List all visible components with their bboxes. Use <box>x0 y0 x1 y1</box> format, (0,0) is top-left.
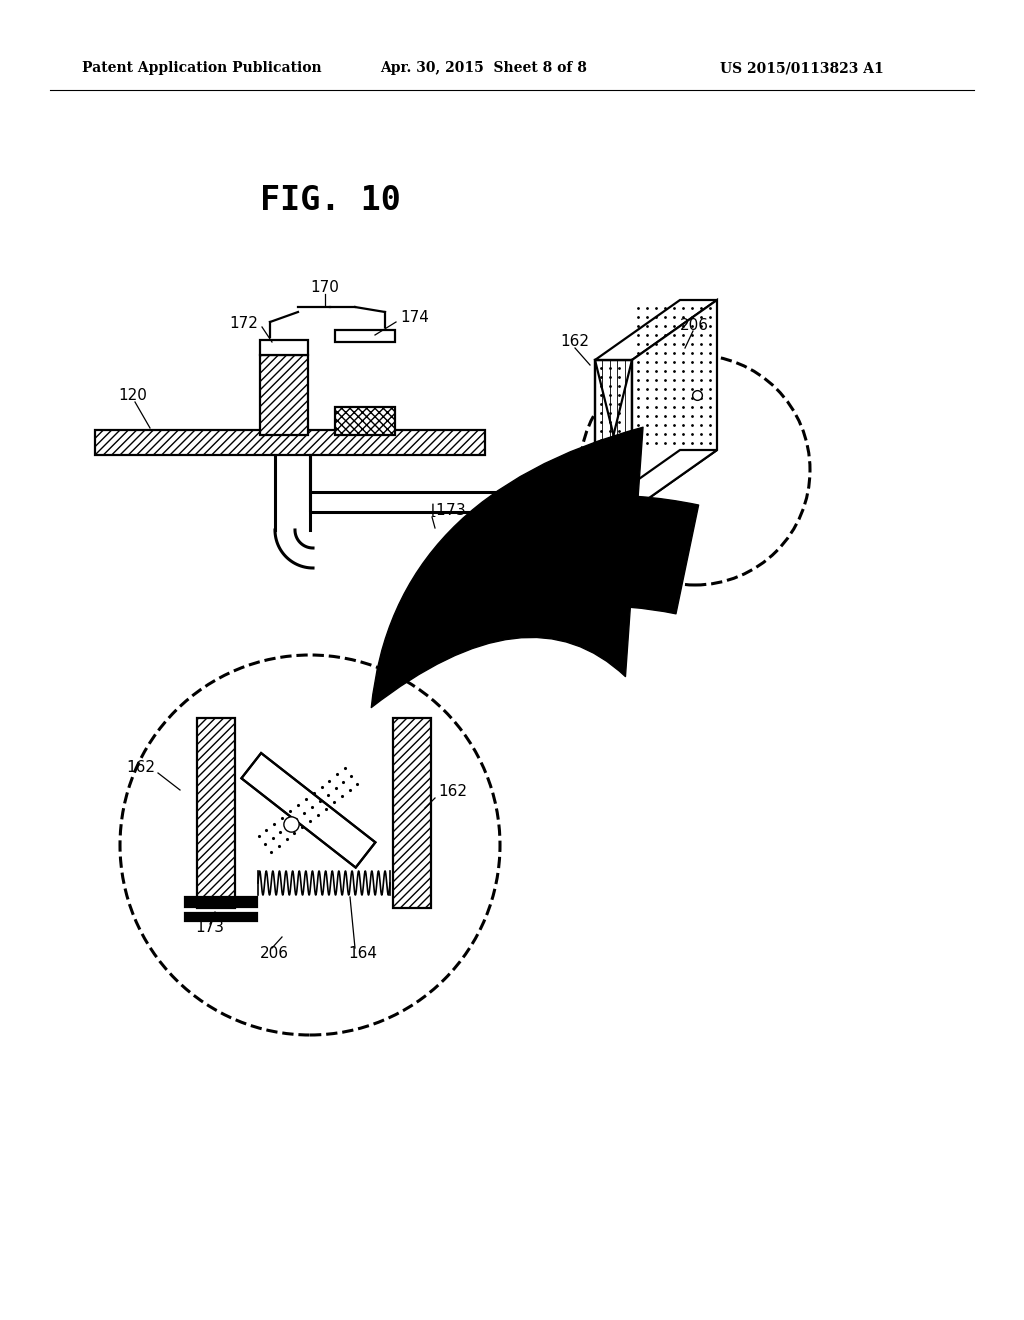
Bar <box>335 407 395 436</box>
Text: $\lfloor$173: $\lfloor$173 <box>430 502 466 519</box>
Text: 162: 162 <box>438 784 467 800</box>
Polygon shape <box>595 300 717 360</box>
Bar <box>260 355 308 436</box>
Polygon shape <box>595 450 717 510</box>
Text: Patent Application Publication: Patent Application Publication <box>82 61 322 75</box>
Text: 170: 170 <box>310 281 339 296</box>
Text: 164: 164 <box>348 945 377 961</box>
Text: Apr. 30, 2015  Sheet 8 of 8: Apr. 30, 2015 Sheet 8 of 8 <box>380 61 587 75</box>
Bar <box>242 754 376 867</box>
Text: 206: 206 <box>680 318 709 333</box>
Bar <box>185 913 257 921</box>
Bar <box>185 898 257 907</box>
Text: 172: 172 <box>229 315 258 330</box>
Text: 162: 162 <box>126 760 155 776</box>
Text: 206: 206 <box>260 945 289 961</box>
Bar <box>335 330 395 342</box>
Text: 120: 120 <box>118 388 146 403</box>
Bar <box>393 718 431 908</box>
Text: US 2015/0113823 A1: US 2015/0113823 A1 <box>720 61 884 75</box>
Bar <box>260 341 308 355</box>
Bar <box>197 718 234 908</box>
Bar <box>242 754 376 867</box>
Text: FIG. 10: FIG. 10 <box>259 183 400 216</box>
Text: 162: 162 <box>560 334 589 350</box>
Bar <box>95 430 485 455</box>
Text: 174: 174 <box>400 310 429 326</box>
Polygon shape <box>595 360 632 510</box>
Polygon shape <box>632 300 717 510</box>
Text: (close): (close) <box>488 503 549 517</box>
Text: 173: 173 <box>195 920 224 936</box>
